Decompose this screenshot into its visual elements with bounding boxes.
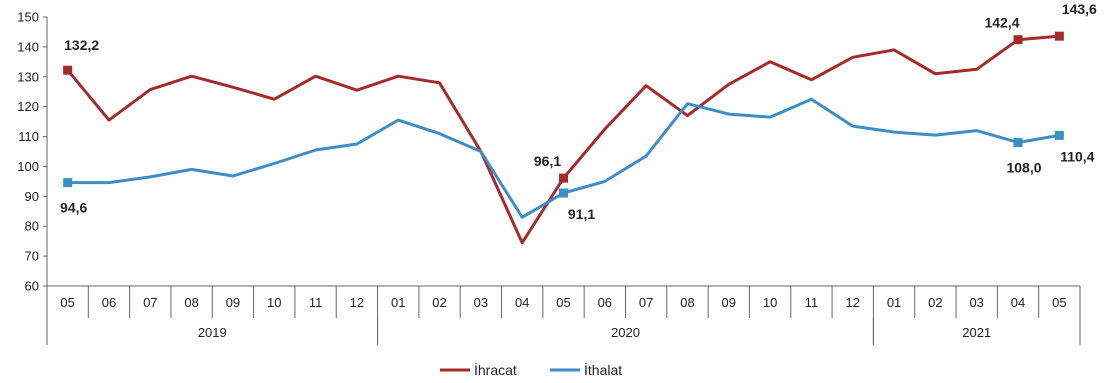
y-tick-label: 120 bbox=[17, 99, 39, 114]
y-tick-label: 150 bbox=[17, 10, 39, 25]
x-tick-label: 02 bbox=[432, 295, 446, 310]
x-tick-label: 07 bbox=[143, 295, 157, 310]
series-markers bbox=[63, 31, 1064, 198]
y-tick-label: 140 bbox=[17, 39, 39, 54]
x-tick-label: 12 bbox=[846, 295, 860, 310]
x-tick-label: 10 bbox=[763, 295, 777, 310]
x-tick-label: 01 bbox=[391, 295, 405, 310]
x-tick-label: 12 bbox=[350, 295, 364, 310]
x-tick-label: 05 bbox=[60, 295, 74, 310]
x-tick-label: 04 bbox=[515, 295, 529, 310]
x-tick-label: 02 bbox=[928, 295, 942, 310]
data-label: 142,4 bbox=[984, 15, 1019, 31]
x-tick-label: 11 bbox=[309, 295, 323, 310]
y-tick-label: 100 bbox=[17, 159, 39, 174]
series-marker-1 bbox=[63, 178, 73, 188]
series-marker-0 bbox=[63, 65, 73, 75]
y-tick-label: 60 bbox=[25, 279, 39, 294]
year-label: 2020 bbox=[611, 325, 640, 340]
series-line-0 bbox=[66, 34, 1060, 245]
x-tick-label: 05 bbox=[556, 295, 570, 310]
data-label: 91,1 bbox=[568, 206, 595, 222]
x-tick-label: 04 bbox=[1011, 295, 1025, 310]
series-marker-1 bbox=[1013, 138, 1023, 148]
series-lines bbox=[66, 34, 1060, 245]
data-label: 108,0 bbox=[1006, 160, 1041, 176]
x-tick-label: 06 bbox=[102, 295, 116, 310]
x-tick-label: 11 bbox=[805, 295, 819, 310]
data-label: 94,6 bbox=[60, 200, 87, 216]
legend: İhracat İthalat bbox=[440, 361, 622, 378]
data-label: 143,6 bbox=[1062, 1, 1097, 17]
legend-label-1: İthalat bbox=[584, 361, 622, 378]
x-tick-label: 06 bbox=[598, 295, 612, 310]
series-marker-1 bbox=[1054, 130, 1064, 140]
x-tick-label: 03 bbox=[969, 295, 983, 310]
y-tick-label: 80 bbox=[25, 219, 39, 234]
x-tick-label: 08 bbox=[184, 295, 198, 310]
x-tick-label: 03 bbox=[474, 295, 488, 310]
x-tick-label: 07 bbox=[639, 295, 653, 310]
year-label: 2019 bbox=[198, 325, 227, 340]
y-axis: 60 70 80 90 100 110 120 130 140 150 bbox=[17, 10, 48, 294]
data-label: 132,2 bbox=[64, 37, 99, 53]
series-marker-1 bbox=[559, 188, 568, 198]
x-axis: 05 06 07 08 09 10 11 12 01 02 03 04 05 06 07 08 09 10 11 12… bbox=[46, 285, 1081, 345]
y-tick-label: 130 bbox=[17, 69, 39, 84]
x-tick-label: 09 bbox=[722, 295, 736, 310]
x-tick-label: 10 bbox=[267, 295, 281, 310]
data-label: 96,1 bbox=[534, 153, 561, 169]
x-tick-label: 09 bbox=[226, 295, 240, 310]
data-labels: 132,2 96,1 142,4 143,6 94,6 91,1 108,0 110,4 bbox=[60, 1, 1097, 222]
x-tick-label: 08 bbox=[680, 295, 694, 310]
x-tick-label: 01 bbox=[887, 295, 901, 310]
series-marker-0 bbox=[1013, 35, 1023, 45]
year-label: 2021 bbox=[962, 325, 991, 340]
y-tick-label: 90 bbox=[25, 189, 39, 204]
y-tick-label: 110 bbox=[18, 129, 39, 144]
series-marker-0 bbox=[559, 173, 568, 183]
y-tick-label: 70 bbox=[25, 249, 39, 264]
legend-label-0: İhracat bbox=[474, 361, 517, 378]
series-marker-0 bbox=[1054, 31, 1064, 41]
x-tick-label: 05 bbox=[1052, 295, 1066, 310]
series-line-1 bbox=[67, 97, 1060, 219]
data-label: 110,4 bbox=[1060, 148, 1094, 164]
